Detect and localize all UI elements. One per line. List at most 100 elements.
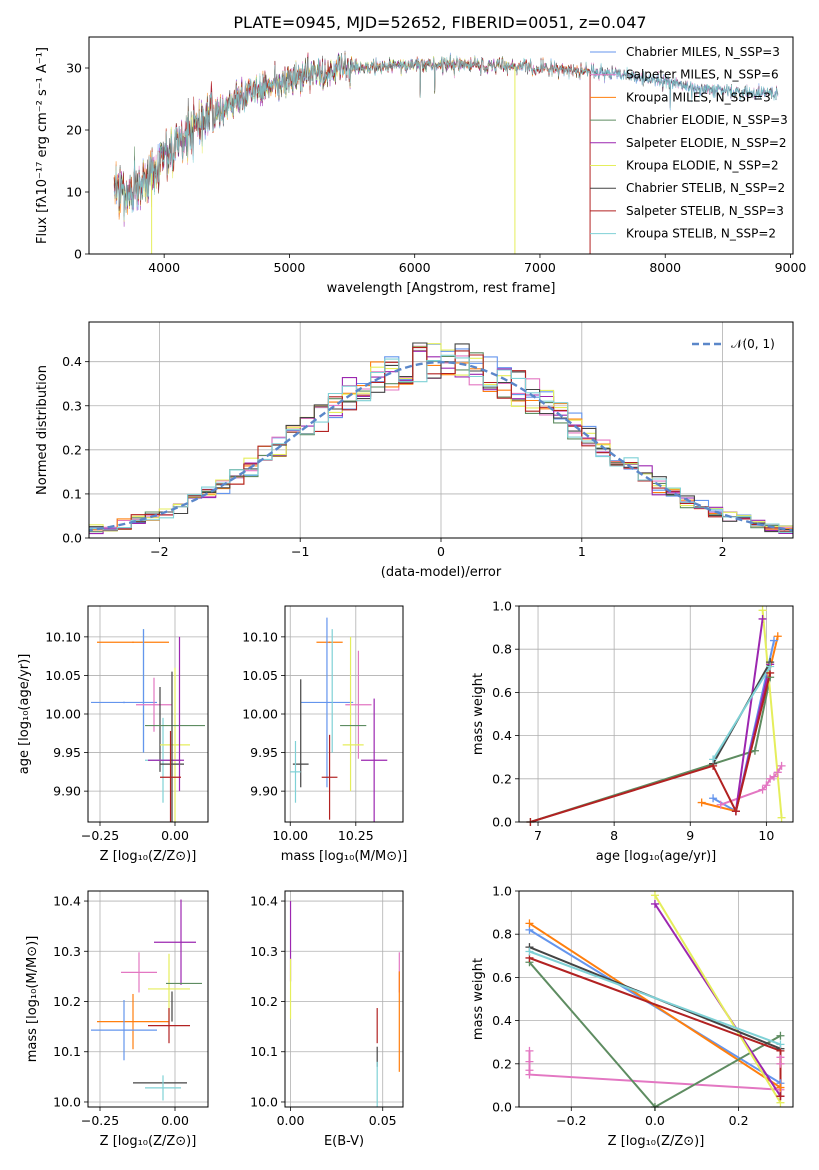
y-tick-label: 0.0 xyxy=(492,1100,512,1115)
weight-line xyxy=(712,665,772,760)
weight-marker xyxy=(758,785,767,794)
y-tick-label: 0.6 xyxy=(492,970,512,985)
legend-entry: Chabrier ELODIE, N_SSP=3 xyxy=(626,113,788,127)
age-vs-mass-panel: 10.00 10.25 9.90 9.95 10.00 10.05 10.10 mass [l… xyxy=(242,605,408,864)
x-axis-label: Z [log₁₀(Z/Z⊙)] xyxy=(100,849,197,864)
x-tick-label: 6000 xyxy=(399,260,431,275)
x-axis-label: (data-model)/error xyxy=(381,565,502,580)
y-tick-label: 10.1 xyxy=(250,1044,278,1059)
y-tick-label: 10.10 xyxy=(45,629,81,644)
x-axis-label: wavelength [Angstrom, rest frame] xyxy=(327,281,556,296)
y-tick-label: 10.4 xyxy=(53,894,81,909)
y-tick-label: 10 xyxy=(66,185,82,200)
errorbars-group xyxy=(91,629,205,822)
errorbars-group xyxy=(91,899,202,1101)
y-tick-label: 0.1 xyxy=(62,486,82,501)
x-tick-label: 8000 xyxy=(649,260,681,275)
axes-frame xyxy=(284,890,404,1108)
y-tick-label: 20 xyxy=(66,123,82,138)
y-axis-label: mass weight xyxy=(471,958,486,1040)
y-tick-label: 10.00 xyxy=(45,707,81,722)
weight-marker xyxy=(762,781,771,790)
y-tick-label: 9.95 xyxy=(53,745,81,760)
x-tick-label: −2 xyxy=(150,544,168,559)
y-tick-label: 10.05 xyxy=(242,668,278,683)
x-tick-label: 0.00 xyxy=(277,1113,305,1128)
axes-frame xyxy=(87,890,209,1108)
x-axis-label: mass [log₁₀(M/M⊙)] xyxy=(281,849,408,864)
legend-entry: Kroupa STELIB, N_SSP=2 xyxy=(626,227,776,241)
x-tick-label: 5000 xyxy=(274,260,306,275)
x-tick-label: 0.2 xyxy=(729,1113,749,1128)
legend-entry: Salpeter STELIB, N_SSP=3 xyxy=(626,204,784,218)
y-tick-label: 10.0 xyxy=(250,1094,278,1109)
y-axis-label: Normed distribution xyxy=(35,365,50,495)
y-tick-label: 10.05 xyxy=(45,668,81,683)
x-tick-label: 0.00 xyxy=(161,1113,189,1128)
y-tick-label: 0 xyxy=(74,247,82,262)
normal-curve xyxy=(89,360,793,532)
mass-vs-metallicity-panel: −0.25 0.00 10.0 10.1 10.2 10.3 10.4 Z [log₁₀(Z/… xyxy=(25,890,209,1149)
weight-line xyxy=(530,672,772,822)
weight-marker xyxy=(750,746,759,755)
weight-line xyxy=(528,961,781,1107)
weight-marker xyxy=(769,636,778,645)
legend-entry: Chabrier STELIB, N_SSP=2 xyxy=(626,181,785,195)
y-tick-label: 0.2 xyxy=(492,771,512,786)
axes-frame xyxy=(88,36,794,255)
y-tick-label: 10.1 xyxy=(53,1044,81,1059)
weight-marker xyxy=(766,662,775,671)
y-axis-label: Flux [fλ10⁻¹⁷ erg cm⁻² s⁻¹ A⁻¹] xyxy=(35,47,50,244)
y-tick-label: 10.2 xyxy=(250,994,278,1009)
legend-entry: Kroupa ELODIE, N_SSP=2 xyxy=(626,159,779,173)
y-tick-label: 10.10 xyxy=(242,629,278,644)
x-tick-label: 9000 xyxy=(775,260,807,275)
x-tick-label: 0.0 xyxy=(645,1113,665,1128)
x-axis-label: Z [log₁₀(Z/Z⊙)] xyxy=(608,1134,705,1149)
x-tick-label: 7 xyxy=(534,828,542,843)
y-tick-label: 9.90 xyxy=(250,784,278,799)
y-tick-label: 10.00 xyxy=(242,707,278,722)
x-tick-label: −1 xyxy=(291,544,309,559)
mass-vs-ebv-panel: 0.00 0.05 10.0 10.1 10.2 10.3 10.4 E(B-V) xyxy=(250,890,404,1149)
legend-entry: Kroupa MILES, N_SSP=3 xyxy=(626,90,771,104)
x-tick-label: 4000 xyxy=(148,260,180,275)
weight-line xyxy=(761,610,783,818)
y-axis-label: mass weight xyxy=(471,673,486,755)
weight-marker xyxy=(731,807,740,816)
y-tick-label: 1.0 xyxy=(492,884,512,899)
weight-vs-metallicity-panel: −0.2 0.0 0.2 0.0 0.2 0.4 0.6 0.8 1.0 Z [log₁₀(Z/Z… xyxy=(471,884,794,1149)
y-tick-label: 0.4 xyxy=(492,728,512,743)
weight-line xyxy=(654,894,782,1104)
x-tick-label: 7000 xyxy=(524,260,556,275)
weight-marker xyxy=(776,1092,785,1101)
spectrum-line xyxy=(113,52,516,222)
weight-vs-age-panel: 7 8 9 10 0.0 0.2 0.4 0.6 0.8 1.0 age [log₁₀(age/yr… xyxy=(471,599,794,864)
histogram-step xyxy=(89,354,793,536)
errorbars-group xyxy=(290,617,388,822)
x-tick-label: 8 xyxy=(610,828,618,843)
residuals-panel: −2 −1 0 1 2 0.0 0.1 0.2 0.3 0.4 (data-model)/error… xyxy=(35,321,794,580)
legend-entry: Salpeter MILES, N_SSP=6 xyxy=(626,68,779,82)
x-axis-label: E(B-V) xyxy=(324,1134,364,1149)
y-axis-label: mass [log₁₀(M/M⊙)] xyxy=(25,936,40,1063)
weight-marker xyxy=(776,1031,785,1040)
weight-marker xyxy=(777,761,786,770)
x-tick-label: 0.05 xyxy=(369,1113,397,1128)
weight-marker xyxy=(525,1070,534,1079)
weight-marker xyxy=(709,794,718,803)
histograms-group xyxy=(89,342,793,536)
y-tick-label: 9.90 xyxy=(53,784,81,799)
lines-group xyxy=(530,610,783,822)
y-tick-label: 10.4 xyxy=(250,894,278,909)
x-tick-label: 10.00 xyxy=(272,828,308,843)
legend-entry: Salpeter ELODIE, N_SSP=2 xyxy=(626,136,787,150)
weight-marker xyxy=(525,1057,534,1066)
x-axis-label: age [log₁₀(age/yr)] xyxy=(596,849,717,864)
spectrum-panel: PLATE=0945, MJD=52652, FIBERID=0051, z=0… xyxy=(35,13,806,296)
spectra-group xyxy=(113,50,779,254)
x-tick-label: 0.00 xyxy=(161,828,189,843)
y-axis-label: age [log₁₀(age/yr)] xyxy=(17,654,32,775)
axes-frame xyxy=(518,605,794,823)
